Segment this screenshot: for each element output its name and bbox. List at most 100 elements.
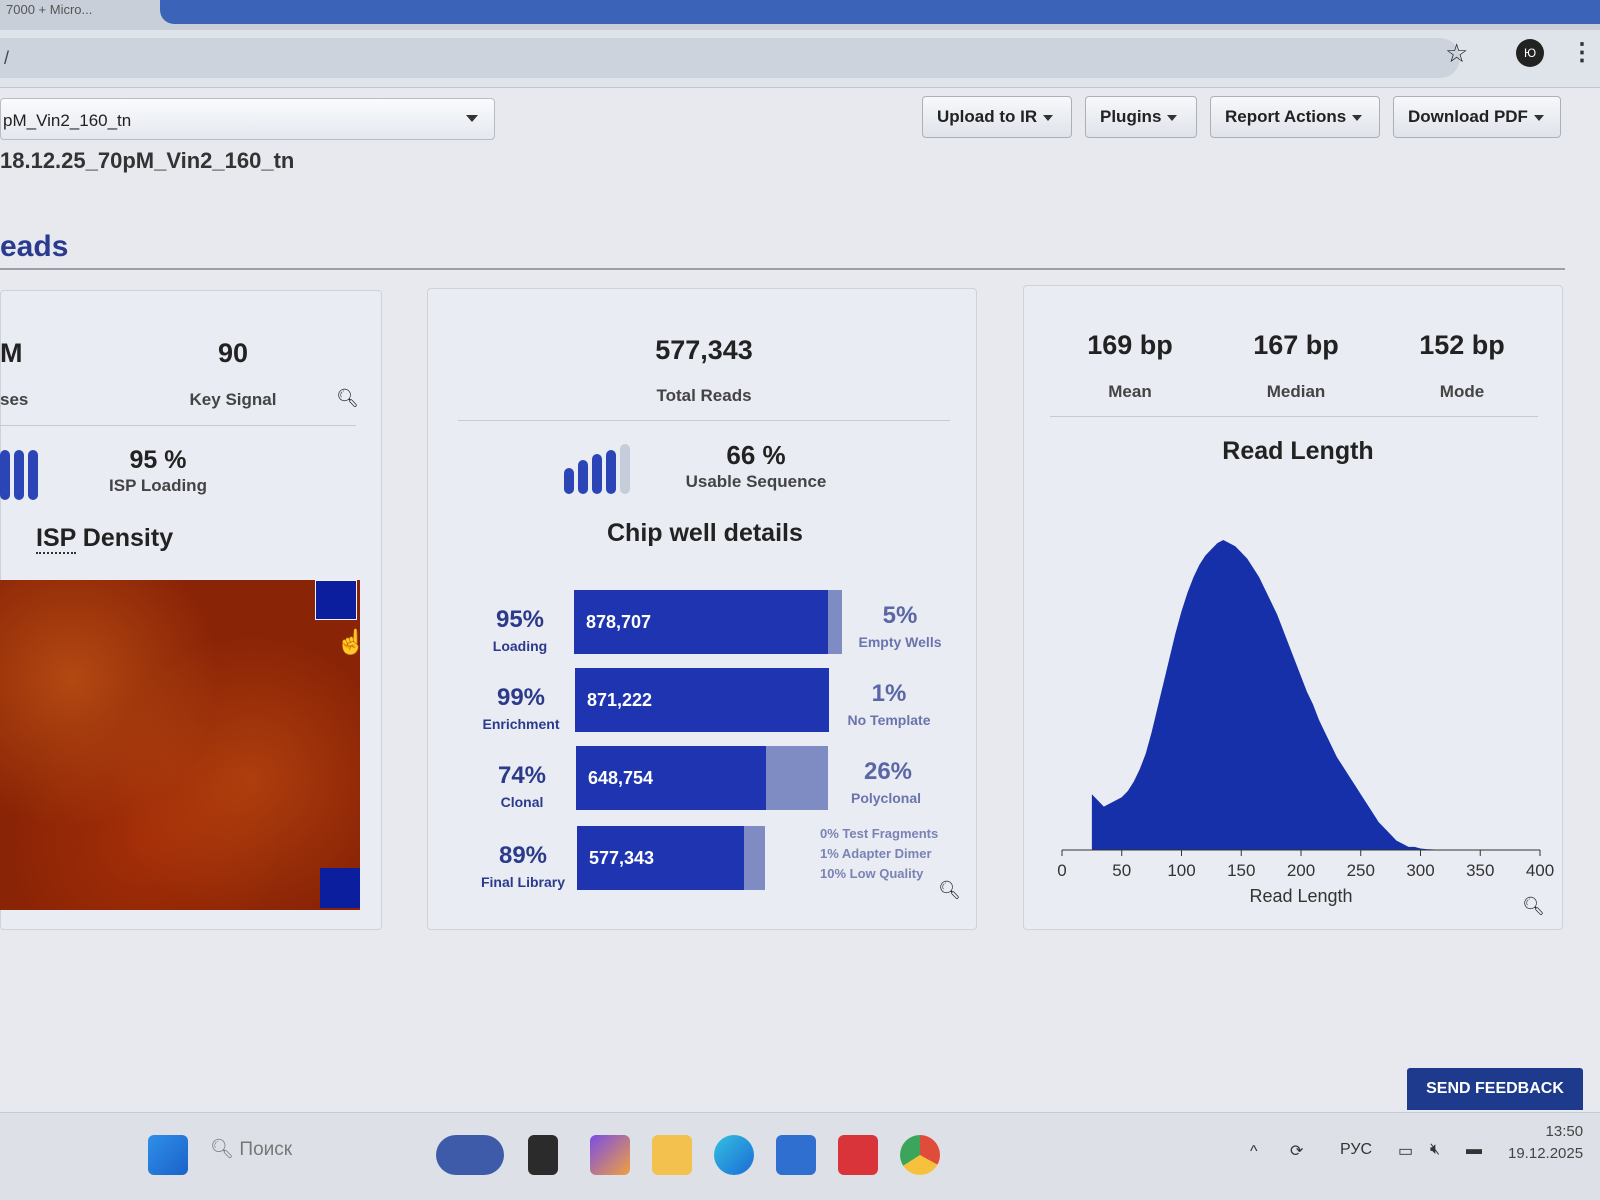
polyclonal-pct: 26% [863, 758, 913, 785]
chip-well-details-title: Chip well details [607, 519, 803, 547]
chevron-down-icon [1043, 114, 1054, 121]
file-explorer-icon[interactable] [652, 1135, 692, 1175]
copilot-icon[interactable] [590, 1135, 630, 1175]
download-pdf-button[interactable]: Download PDF [1393, 96, 1561, 138]
isp-density-title: ISP Density [36, 524, 174, 554]
enrichment-bar[interactable]: 871,222 [575, 668, 829, 732]
active-tab[interactable] [160, 0, 1600, 24]
low-quality-note: 10% Low Quality [820, 866, 924, 881]
test-fragments-note: 0% Test Fragments [820, 826, 939, 841]
mode-value: 152 bp [1419, 330, 1505, 360]
read-divider [1050, 416, 1538, 417]
section-divider [0, 268, 1565, 270]
browser-menu-icon[interactable]: ⋮ [1570, 39, 1594, 66]
zoom-icon[interactable]: 🔍︎ [1522, 896, 1545, 916]
key-signal-value: 90 [217, 338, 249, 368]
profile-avatar-icon[interactable]: Ю [1516, 39, 1544, 67]
isp-signal-bars-icon [0, 450, 38, 500]
sync-icon[interactable]: ⟳ [1290, 1143, 1304, 1160]
network-icon[interactable]: ▭ [1398, 1143, 1414, 1160]
url-text: / [4, 48, 10, 68]
x-tick-label: 150 [1227, 861, 1255, 880]
final-library-bar[interactable]: 577,343 [577, 826, 744, 890]
widgets-icon[interactable] [436, 1135, 504, 1175]
clonal-bar[interactable]: 648,754 [576, 746, 766, 810]
x-tick-label: 350 [1466, 861, 1494, 880]
x-tick-label: 400 [1526, 861, 1554, 880]
isp-loading-value: 95 % [129, 446, 187, 474]
clock-time: 13:50 [1545, 1123, 1584, 1140]
isp-density-heatmap[interactable] [0, 580, 360, 910]
histogram-area [1091, 540, 1481, 850]
usable-sequence-value: 66 % [726, 440, 786, 470]
key-signal-label: Key Signal [189, 390, 277, 409]
chevron-down-icon [1352, 114, 1363, 121]
mode-label: Mode [1439, 382, 1485, 401]
volume-muted-icon[interactable]: 🔇︎ [1430, 1141, 1441, 1158]
task-view-icon[interactable] [528, 1135, 558, 1175]
loading-label: Loading [492, 638, 548, 654]
upload-to-ir-button[interactable]: Upload to IR [922, 96, 1072, 138]
no-template-label: No Template [847, 712, 931, 728]
windows-start-icon[interactable] [148, 1135, 188, 1175]
isp-heatmap-corner [315, 580, 357, 620]
adapter-dimer-note: 1% Adapter Dimer [820, 846, 932, 861]
isp-first-value: M [0, 338, 23, 368]
read-length-histogram[interactable]: 0 50 100 150 200 250 300 350 400 Read Length [1040, 520, 1560, 920]
median-value: 167 bp [1253, 330, 1339, 360]
language-indicator[interactable]: РУС [1340, 1141, 1373, 1158]
zoom-icon[interactable]: 🔍︎ [336, 388, 359, 408]
empty-wells-label: Empty Wells [858, 634, 942, 650]
final-library-pct: 89% [498, 842, 548, 869]
isp-divider [0, 425, 356, 426]
final-library-notes: 0% Test Fragments 1% Adapter Dimer 10% L… [820, 824, 938, 884]
browser-tab-bar: 7000 + Micro... [0, 0, 1600, 30]
x-tick-label: 100 [1167, 861, 1195, 880]
report-toolbar: pM_Vin2_160_tn Upload to IR Plugins Repo… [0, 88, 1600, 158]
chevron-down-icon [1167, 114, 1178, 121]
hand-pointer-icon: ☝ [336, 629, 366, 656]
isp-loading-label: ISP Loading [109, 476, 207, 495]
report-select[interactable]: pM_Vin2_160_tn [0, 98, 495, 140]
tab-title[interactable]: 7000 + Micro... [6, 2, 93, 17]
address-bar: / [0, 30, 1600, 88]
store-icon[interactable] [776, 1135, 816, 1175]
plugins-button[interactable]: Plugins [1085, 96, 1197, 138]
loading-bar[interactable]: 878,707 [574, 590, 828, 654]
report-actions-button[interactable]: Report Actions [1210, 96, 1380, 138]
chevron-down-icon [466, 115, 478, 122]
final-library-label: Final Library [480, 874, 566, 890]
chrome-icon[interactable] [900, 1135, 940, 1175]
edge-icon[interactable] [714, 1135, 754, 1175]
url-field[interactable]: / [0, 38, 1460, 78]
polyclonal-label: Polyclonal [850, 790, 922, 806]
clock-date: 19.12.2025 [1508, 1145, 1584, 1162]
run-name: 18.12.25_70pM_Vin2_160_tn [0, 148, 295, 173]
empty-wells-pct: 5% [882, 602, 918, 629]
mean-label: Mean [1108, 382, 1152, 401]
report-select-value: pM_Vin2_160_tn [3, 111, 132, 130]
total-reads-label: Total Reads [656, 386, 752, 405]
loading-pct: 95% [495, 606, 545, 633]
read-length-chart-title: Read Length [1222, 437, 1374, 465]
total-reads-value: 577,343 [655, 335, 753, 365]
bookmark-star-icon[interactable]: ☆ [1445, 38, 1469, 68]
mean-value: 169 bp [1087, 330, 1173, 360]
tray-expand-icon[interactable]: ^ [1250, 1143, 1258, 1160]
battery-icon[interactable]: ▬ [1466, 1141, 1482, 1158]
usable-sequence-label: Usable Sequence [685, 472, 827, 491]
send-feedback-button[interactable]: SEND FEEDBACK [1407, 1068, 1583, 1110]
taskbar-clock[interactable]: 13:50 19.12.2025 [1508, 1121, 1583, 1165]
no-template-pct: 1% [871, 680, 907, 707]
windows-taskbar: 🔍︎ Поиск ^ ⟳ РУС ▭ 🔇︎ ▬ 13:50 19.12.2025 [0, 1112, 1600, 1200]
x-tick-label: 250 [1347, 861, 1375, 880]
median-label: Median [1266, 382, 1326, 401]
chevron-down-icon [1533, 114, 1544, 121]
x-tick-label: 0 [1057, 861, 1066, 880]
x-axis-label: Read Length [1249, 886, 1352, 906]
zoom-icon[interactable]: 🔍︎ [938, 880, 961, 900]
taskbar-search[interactable]: 🔍︎ Поиск [210, 1139, 293, 1160]
x-tick-label: 200 [1287, 861, 1315, 880]
wps-office-icon[interactable] [838, 1135, 878, 1175]
isp-heatmap-corner [320, 868, 360, 908]
